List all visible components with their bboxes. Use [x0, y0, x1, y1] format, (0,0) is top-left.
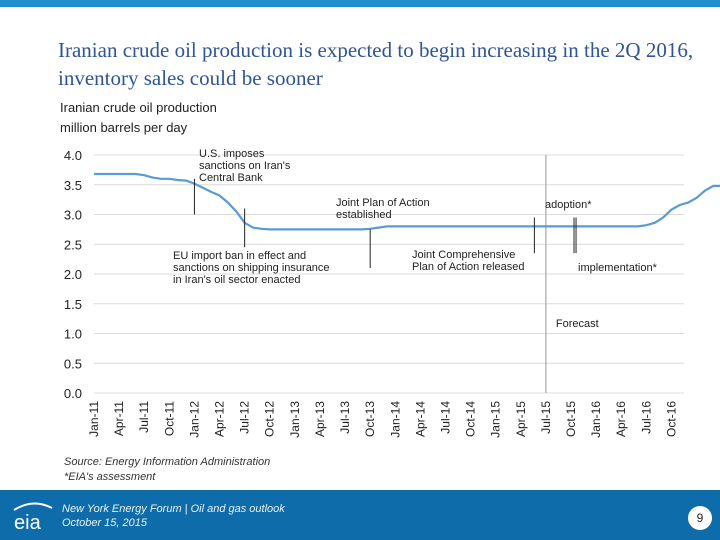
annotation-label: implementation*	[578, 262, 658, 274]
x-tick-label: Apr-11	[112, 401, 126, 436]
x-tick-label: Apr-14	[413, 401, 427, 437]
chart-y-unit: million barrels per day	[60, 120, 188, 135]
footer-bar: eia New York Energy Forum | Oil and gas …	[0, 490, 720, 540]
eia-logo-icon: eia	[13, 502, 53, 534]
x-tick-label: Jan-14	[388, 401, 402, 438]
footer-text: New York Energy Forum | Oil and gas outl…	[62, 502, 285, 530]
annotation-label: Plan of Action released	[412, 261, 525, 273]
chart-title-block: Iranian crude oil production million bar…	[60, 98, 217, 138]
x-tick-label: Apr-16	[614, 401, 628, 437]
annotation-label: Joint Plan of Action	[336, 197, 430, 209]
annotation-label: EU import ban in effect and	[173, 250, 306, 262]
x-tick-label: Jul-16	[639, 401, 653, 434]
x-tick-label: Jan-16	[589, 401, 603, 438]
footnote-text: *EIA's assessment	[64, 471, 156, 483]
annotation-label: sanctions on Iran's	[199, 160, 291, 172]
x-tick-label: Apr-12	[213, 401, 227, 437]
y-tick-label: 0.0	[64, 386, 82, 401]
y-tick-label: 1.0	[64, 327, 82, 342]
x-tick-label: Apr-13	[313, 401, 327, 437]
annotation-label: Central Bank	[199, 172, 263, 184]
annotation-label: in Iran's oil sector enacted	[173, 274, 300, 286]
footer-event: New York Energy Forum | Oil and gas outl…	[62, 503, 285, 515]
x-tick-label: Jul-12	[238, 401, 252, 434]
annotation-label: sanctions on shipping insurance	[173, 262, 330, 274]
x-tick-label: Jan-13	[288, 401, 302, 438]
y-tick-label: 4.0	[64, 148, 82, 163]
top-accent-bar	[0, 0, 720, 7]
x-tick-label: Jul-15	[539, 401, 553, 434]
source-text: Source: Energy Information Administratio…	[64, 456, 271, 468]
x-tick-label: Jan-12	[187, 401, 201, 438]
annotation-label: established	[336, 209, 392, 221]
x-tick-label: Oct-13	[363, 401, 377, 437]
footer-date: October 15, 2015	[62, 517, 148, 529]
chart-title: Iranian crude oil production	[60, 100, 217, 115]
eia-logo-text: eia	[14, 512, 42, 534]
x-tick-label: Oct-15	[564, 401, 578, 437]
y-tick-label: 0.5	[64, 356, 82, 371]
annotation-label: adoption*	[545, 199, 592, 211]
x-tick-label: Jan-11	[87, 401, 101, 437]
production-chart: 4.0 3.5 3.0 2.5 2.0 1.5 1.0 0.5 0.0 Jan-11 Apr-11 J…	[64, 148, 720, 438]
annotation-label: U.S. imposes	[199, 148, 265, 160]
y-tick-label: 2.0	[64, 267, 82, 282]
x-tick-label: Jul-13	[338, 401, 352, 434]
forecast-label: Forecast	[556, 318, 599, 330]
production-line	[94, 172, 720, 231]
x-tick-label: Jan-15	[489, 401, 503, 438]
x-tick-label: Oct-12	[263, 401, 277, 437]
page-number: 9	[688, 506, 712, 530]
source-note: Source: Energy Information Administratio…	[64, 455, 270, 485]
x-tick-label: Jul-11	[137, 401, 151, 433]
y-tick-label: 3.0	[64, 208, 82, 223]
y-tick-label: 1.5	[64, 297, 82, 312]
y-tick-label: 2.5	[64, 237, 82, 252]
x-tick-label: Jul-14	[438, 401, 452, 434]
slide-title: Iranian crude oil production is expected…	[58, 38, 694, 90]
x-tick-label: Apr-15	[514, 401, 528, 437]
annotation-label: Joint Comprehensive	[412, 249, 515, 261]
y-tick-label: 3.5	[64, 178, 82, 193]
x-tick-label: Oct-11	[162, 401, 176, 436]
x-tick-label: Oct-14	[464, 401, 478, 437]
x-tick-label: Oct-16	[664, 401, 678, 437]
